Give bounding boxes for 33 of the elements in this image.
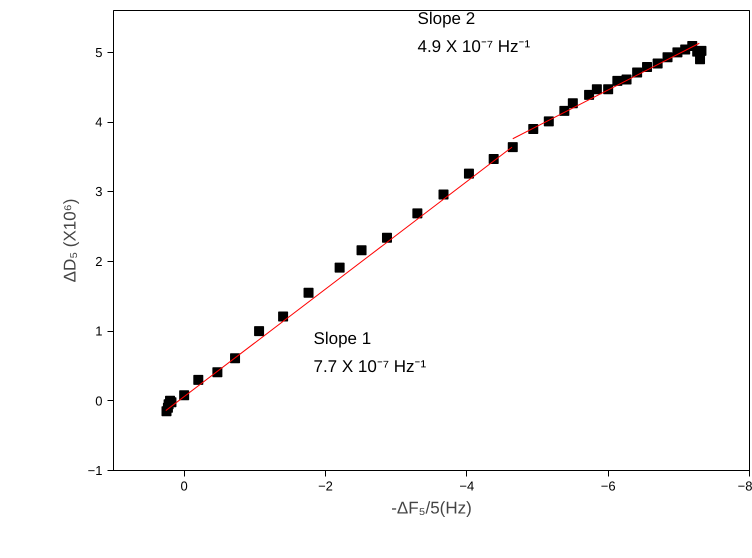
point (278, 311, 288, 322)
y-tick-label: 5 (95, 44, 103, 60)
point (356, 245, 367, 256)
point (695, 54, 706, 64)
x-tick-label: −8 (738, 478, 752, 494)
point (508, 142, 518, 152)
x-tick-label: −2 (318, 478, 333, 494)
point (193, 374, 204, 385)
y-tick-label: 4 (95, 114, 103, 130)
y-tick-label: 0 (95, 393, 103, 408)
y-tick-label: 1 (95, 324, 103, 339)
point (438, 190, 449, 200)
point (642, 62, 652, 72)
y-tick-label: 2 (95, 254, 103, 269)
annotation: 4.9 X 10⁻⁷ Hz⁻¹ (418, 37, 530, 56)
y-tick-label: −1 (88, 463, 103, 478)
point (568, 98, 578, 108)
annotation: 7.7 X 10⁻⁷ Hz⁻¹ (314, 357, 426, 376)
y-tick-label: 3 (95, 184, 103, 200)
x-tick-label: 0 (180, 478, 188, 494)
x-tick-label: −4 (459, 478, 474, 494)
point (382, 232, 392, 243)
point (412, 208, 422, 218)
point (304, 288, 314, 298)
annotation: Slope 2 (418, 9, 476, 28)
point (464, 168, 474, 179)
point (334, 262, 345, 273)
y-axis-title: ΔD₅ (X10⁶) (60, 198, 80, 282)
annotation: Slope 1 (314, 329, 372, 348)
x-tick-label: −6 (600, 478, 616, 494)
x-axis-title: -ΔF₅/5(Hz) (391, 498, 472, 518)
point (592, 84, 602, 94)
point (254, 326, 264, 336)
